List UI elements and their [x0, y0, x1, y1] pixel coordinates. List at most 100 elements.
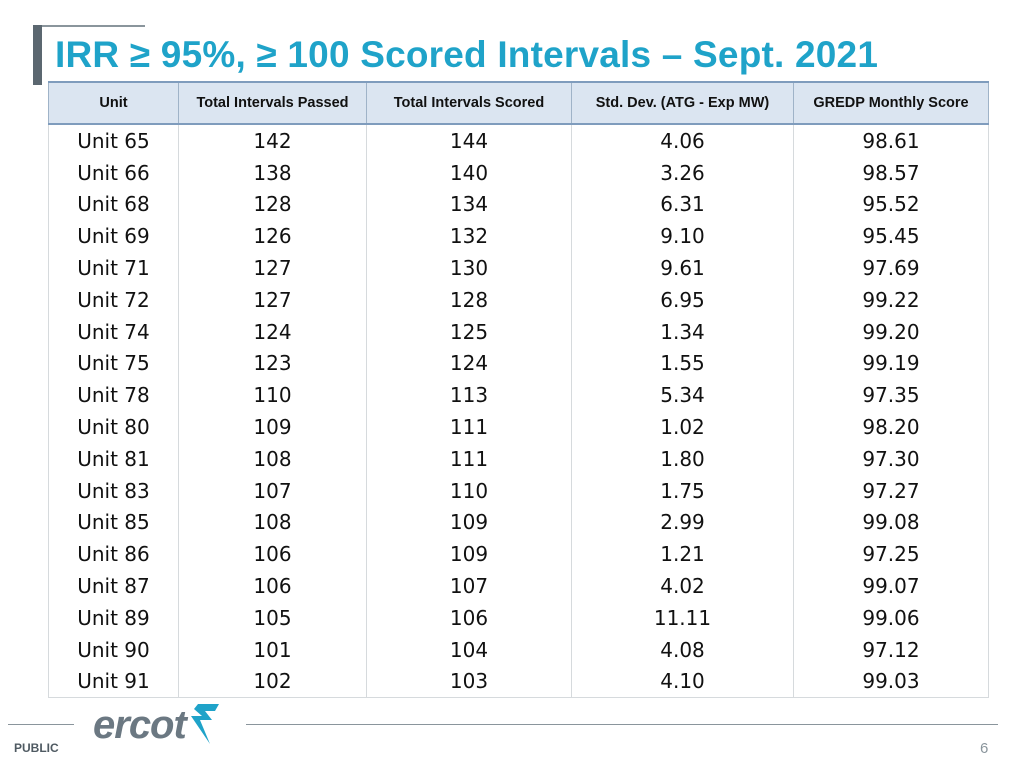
table-row: Unit 83 107 110 1.75 97.27: [48, 474, 989, 507]
cell-unit: Unit 69: [48, 220, 179, 253]
cell-intervals-passed: 105: [178, 601, 367, 634]
cell-unit: Unit 74: [48, 315, 179, 348]
ercot-logo: ercot: [93, 700, 222, 745]
table-row: Unit 68 128 134 6.31 95.52: [48, 188, 989, 221]
cell-std-dev: 1.02: [571, 411, 794, 443]
cell-std-dev: 4.02: [571, 570, 794, 602]
cell-intervals-scored: 103: [366, 665, 572, 699]
cell-unit: Unit 91: [48, 665, 179, 699]
cell-intervals-passed: 138: [178, 156, 367, 189]
title-accent-bar: [33, 25, 42, 85]
table-row: Unit 78 110 113 5.34 97.35: [48, 379, 989, 412]
cell-monthly-score: 95.45: [793, 220, 989, 253]
cell-monthly-score: 97.30: [793, 442, 989, 475]
cell-unit: Unit 86: [48, 538, 179, 571]
cell-unit: Unit 85: [48, 506, 179, 539]
table-row: Unit 65 142 144 4.06 98.61: [48, 124, 989, 157]
table-row: Unit 91 102 103 4.10 99.03: [48, 665, 989, 699]
cell-monthly-score: 97.35: [793, 379, 989, 412]
cell-std-dev: 1.75: [571, 474, 794, 507]
table-row: Unit 86 106 109 1.21 97.25: [48, 538, 989, 571]
cell-monthly-score: 98.61: [793, 124, 989, 157]
table-row: Unit 71 127 130 9.61 97.69: [48, 252, 989, 284]
cell-unit: Unit 78: [48, 379, 179, 412]
cell-intervals-passed: 127: [178, 283, 367, 316]
cell-monthly-score: 99.22: [793, 283, 989, 316]
cell-intervals-scored: 111: [366, 442, 572, 475]
cell-unit: Unit 66: [48, 156, 179, 189]
cell-intervals-scored: 128: [366, 283, 572, 316]
table-row: Unit 66 138 140 3.26 98.57: [48, 156, 989, 189]
table-row: Unit 87 106 107 4.02 99.07: [48, 570, 989, 602]
table-row: Unit 81 108 111 1.80 97.30: [48, 442, 989, 475]
cell-monthly-score: 99.07: [793, 570, 989, 602]
header-unit: Unit: [48, 81, 179, 125]
table-row: Unit 80 109 111 1.02 98.20: [48, 411, 989, 443]
cell-intervals-passed: 109: [178, 411, 367, 443]
cell-monthly-score: 97.69: [793, 252, 989, 284]
cell-std-dev: 9.10: [571, 220, 794, 253]
cell-intervals-passed: 101: [178, 633, 367, 666]
cell-intervals-scored: 109: [366, 506, 572, 539]
cell-unit: Unit 71: [48, 252, 179, 284]
cell-monthly-score: 99.06: [793, 601, 989, 634]
cell-unit: Unit 72: [48, 283, 179, 316]
cell-intervals-scored: 109: [366, 538, 572, 571]
cell-monthly-score: 99.20: [793, 315, 989, 348]
cell-intervals-passed: 108: [178, 506, 367, 539]
table-body: Unit 65 142 144 4.06 98.61 Unit 66 138 140 3.26 9…: [48, 124, 989, 699]
cell-unit: Unit 83: [48, 474, 179, 507]
cell-std-dev: 4.06: [571, 124, 794, 157]
cell-std-dev: 1.80: [571, 442, 794, 475]
footer-divider-left: [8, 724, 74, 725]
cell-unit: Unit 87: [48, 570, 179, 602]
header-std-dev: Std. Dev. (ATG - Exp MW): [571, 81, 794, 125]
cell-std-dev: 4.10: [571, 665, 794, 699]
cell-unit: Unit 81: [48, 442, 179, 475]
cell-intervals-scored: 107: [366, 570, 572, 602]
cell-monthly-score: 98.57: [793, 156, 989, 189]
header-total-intervals-passed: Total Intervals Passed: [178, 81, 367, 125]
cell-intervals-passed: 110: [178, 379, 367, 412]
cell-std-dev: 6.95: [571, 283, 794, 316]
cell-intervals-scored: 134: [366, 188, 572, 221]
table-row: Unit 85 108 109 2.99 99.08: [48, 506, 989, 539]
cell-std-dev: 1.21: [571, 538, 794, 571]
logo-text: ercot: [93, 703, 187, 747]
cell-std-dev: 6.31: [571, 188, 794, 221]
table-row: Unit 74 124 125 1.34 99.20: [48, 315, 989, 348]
data-table: Unit Total Intervals Passed Total Interv…: [48, 81, 989, 699]
cell-unit: Unit 75: [48, 347, 179, 380]
cell-monthly-score: 97.12: [793, 633, 989, 666]
ercot-lightning-icon: [188, 700, 222, 753]
cell-intervals-passed: 123: [178, 347, 367, 380]
cell-std-dev: 4.08: [571, 633, 794, 666]
table-header-row: Unit Total Intervals Passed Total Interv…: [48, 81, 989, 125]
cell-intervals-passed: 127: [178, 252, 367, 284]
cell-monthly-score: 97.27: [793, 474, 989, 507]
cell-intervals-passed: 107: [178, 474, 367, 507]
cell-std-dev: 11.11: [571, 601, 794, 634]
cell-intervals-scored: 113: [366, 379, 572, 412]
table-row: Unit 90 101 104 4.08 97.12: [48, 633, 989, 666]
title-accent-line: [42, 25, 145, 27]
header-total-intervals-scored: Total Intervals Scored: [366, 81, 572, 125]
cell-std-dev: 3.26: [571, 156, 794, 189]
cell-std-dev: 1.55: [571, 347, 794, 380]
cell-intervals-scored: 132: [366, 220, 572, 253]
cell-intervals-scored: 124: [366, 347, 572, 380]
slide-title: IRR ≥ 95%, ≥ 100 Scored Intervals – Sept…: [55, 34, 879, 75]
cell-intervals-passed: 108: [178, 442, 367, 475]
cell-intervals-scored: 130: [366, 252, 572, 284]
cell-unit: Unit 80: [48, 411, 179, 443]
cell-intervals-passed: 142: [178, 124, 367, 157]
cell-monthly-score: 99.08: [793, 506, 989, 539]
classification-label: PUBLIC: [14, 741, 59, 755]
cell-unit: Unit 68: [48, 188, 179, 221]
cell-intervals-passed: 106: [178, 570, 367, 602]
cell-intervals-passed: 126: [178, 220, 367, 253]
cell-monthly-score: 95.52: [793, 188, 989, 221]
table-row: Unit 72 127 128 6.95 99.22: [48, 283, 989, 316]
table-row: Unit 69 126 132 9.10 95.45: [48, 220, 989, 253]
cell-unit: Unit 90: [48, 633, 179, 666]
